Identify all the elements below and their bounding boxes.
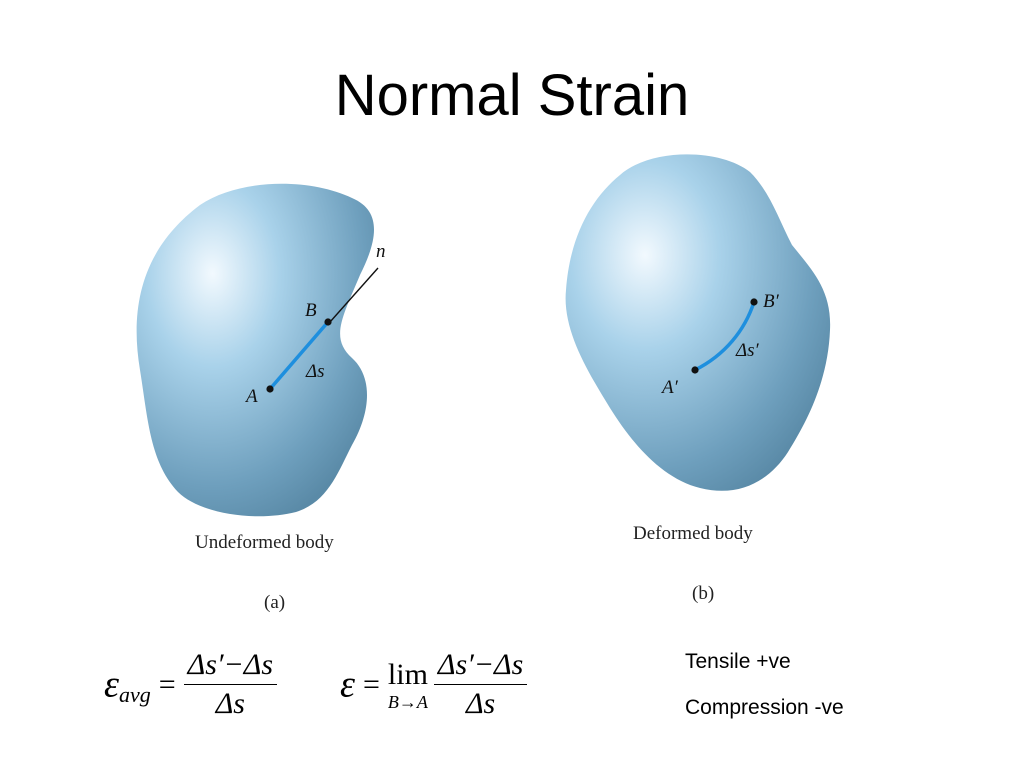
compression-note: Compression -ve [685,696,844,719]
sublabel-a: (a) [264,592,286,613]
label-B: B [305,300,317,321]
limit-denominator: Δs [465,687,496,720]
label-delta-s: Δs [305,361,325,382]
undeformed-body-shape [136,183,375,517]
slide-title: Normal Strain [334,63,690,128]
average-strain-equation: εavg = Δs′−Δs Δs [104,648,278,721]
caption-undeformed: Undeformed body [195,532,334,553]
strain-figure: n B A Δs B′ A′ Δs′ [136,154,831,517]
label-delta-s-prime: Δs′ [735,340,760,361]
delta-s-prime-curve [694,301,756,372]
epsilon-symbol-limit: ε [340,663,355,706]
lim-operator-block: lim B→A [388,658,428,712]
sublabel-b: (b) [692,583,715,604]
limit-subscript: B→A [387,691,428,712]
label-n: n [376,241,386,262]
epsilon-symbol: ε [104,663,119,706]
point-A [266,385,274,393]
equals-sign-limit: = [362,667,380,701]
label-B-prime: B′ [763,291,780,312]
equals-sign: = [158,667,176,701]
limit-strain-equation: ε = lim B→A Δs′−Δs Δs [340,648,528,721]
avg-fraction: Δs′−Δs Δs [183,648,278,721]
limit-numerator: Δs′−Δs [433,648,528,685]
lim-operator: lim [387,657,428,691]
limit-fraction: Δs′−Δs Δs [433,648,528,721]
point-B-prime [750,298,758,306]
label-A-prime: A′ [660,377,679,398]
deformed-body-shape [565,154,831,491]
label-A: A [244,386,258,407]
avg-denominator: Δs [215,687,245,720]
delta-s-segment [268,320,330,391]
caption-deformed: Deformed body [633,523,753,544]
avg-numerator: Δs′−Δs [183,648,278,685]
tensile-note: Tensile +ve [685,650,791,673]
point-B [324,318,332,326]
normal-direction-line [329,267,379,323]
avg-subscript: avg [118,682,151,708]
point-A-prime [691,366,699,374]
